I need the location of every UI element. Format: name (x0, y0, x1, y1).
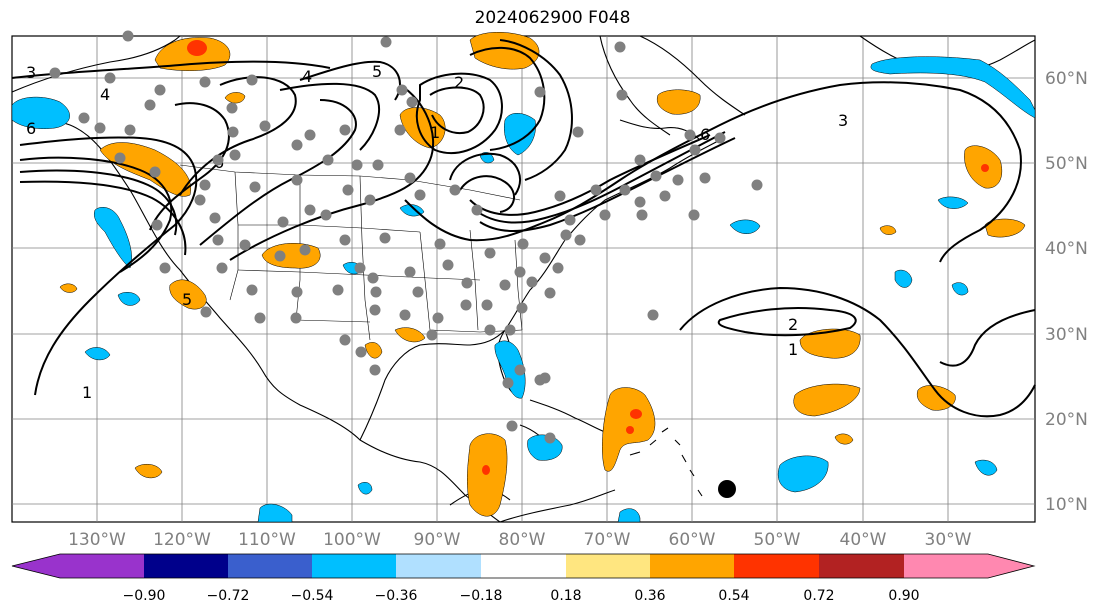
lon-tick: 100°W (323, 530, 381, 550)
colorbar-segment (904, 554, 988, 578)
map-frame (11, 35, 1036, 523)
lat-tick: 40°N (1045, 239, 1088, 259)
lon-tick: 70°W (584, 530, 631, 550)
contour-label: 6 (700, 125, 710, 144)
contour-label: 4 (302, 67, 312, 86)
contour-label: 5 (182, 290, 192, 309)
lat-tick: 30°N (1045, 325, 1088, 345)
colorbar-segment (819, 554, 904, 578)
lon-tick: 120°W (153, 530, 211, 550)
contour-label: 1 (430, 123, 440, 142)
fill-patch (134, 464, 163, 479)
negative-anomaly-fills (11, 56, 1036, 523)
fill-patch (777, 455, 829, 493)
colorbar-outline (11, 553, 1036, 579)
colorbar-tick-label: −0.36 (375, 588, 418, 604)
fill-patch (879, 225, 897, 235)
fill-patch (59, 283, 78, 293)
colorbar-tick-label: −0.18 (460, 588, 503, 604)
lon-tick: 30°W (925, 530, 972, 550)
lon-tick: 40°W (840, 530, 887, 550)
colorbar-segment (60, 554, 144, 578)
storm-marker (718, 480, 736, 498)
fill-patch (729, 219, 761, 234)
fill-patch (617, 508, 641, 523)
station-dots (49, 30, 763, 444)
fill-patch (357, 482, 373, 495)
fill-patch (467, 433, 508, 517)
fill-patch (494, 340, 526, 399)
contour-label: 2 (788, 315, 798, 334)
fill-patch (169, 279, 207, 310)
fill-patch (394, 327, 426, 343)
colorbar-segment (396, 554, 481, 578)
fill-patch (974, 459, 998, 476)
latitude-labels: 60°N 50°N 40°N 30°N 20°N 10°N (1045, 69, 1088, 515)
contour-label: 3 (26, 63, 36, 82)
lat-tick: 50°N (1045, 154, 1088, 174)
colorbar-segment (228, 554, 312, 578)
lat-tick: 60°N (1045, 69, 1088, 89)
fill-patch (224, 92, 246, 104)
colorbar-segment (481, 554, 566, 578)
colorbar-segment (988, 554, 1034, 578)
lon-tick: 90°W (414, 530, 461, 550)
colorbar-tick-label: −0.90 (123, 588, 166, 604)
contour-label: 1 (82, 383, 92, 402)
fill-patch (894, 269, 913, 288)
fill-patch (11, 96, 70, 129)
colorbar-tick-label: 0.36 (634, 588, 665, 604)
fill-patch (916, 385, 956, 411)
contour-label: 4 (100, 85, 110, 104)
longitude-labels: 130°W 120°W 110°W 100°W 90°W 80°W 70°W 6… (68, 530, 972, 550)
lon-tick: 60°W (669, 530, 716, 550)
contour-label: 1 (788, 340, 798, 359)
fill-patch (951, 282, 969, 296)
fill-patch (364, 342, 383, 359)
colorbar-tick-label: −0.54 (291, 588, 334, 604)
fill-patch (870, 56, 1036, 119)
fill-patch (656, 89, 701, 115)
contour-labels: 3 4 4 5 2 1 6 6 3 2 1 1 6 5 (26, 62, 848, 402)
strong-positive-fills (187, 40, 989, 475)
fill-patch (937, 196, 969, 209)
fill-patch (94, 207, 132, 269)
contour-label: 6 (26, 119, 36, 138)
lat-tick: 20°N (1045, 410, 1088, 430)
colorbar-ticks: −0.90 −0.72 −0.54 −0.36 −0.18 0.18 0.36 … (123, 588, 920, 604)
colorbar-tick-label: −0.72 (207, 588, 250, 604)
colorbar (11, 553, 1036, 579)
fill-patch (84, 347, 111, 361)
fill-patch (984, 218, 1026, 238)
fill-patch (834, 433, 854, 445)
lon-tick: 80°W (499, 530, 546, 550)
colorbar-segment (734, 554, 819, 578)
colorbar-segment (650, 554, 734, 578)
colorbar-tick-label: 0.72 (803, 588, 834, 604)
fill-patch (117, 292, 141, 306)
colorbar-segment (312, 554, 396, 578)
grid-lines (12, 36, 1035, 522)
lat-tick: 10°N (1045, 495, 1088, 515)
colorbar-tick-label: 0.18 (550, 588, 581, 604)
contour-lines (11, 39, 1036, 418)
fill-patch (793, 383, 861, 417)
colorbar-segment (12, 554, 60, 578)
colorbar-segment (144, 554, 228, 578)
map-title: 2024062900 F048 (474, 8, 631, 28)
colorbar-tick-label: 0.90 (888, 588, 919, 604)
colorbar-tick-label: 0.54 (718, 588, 749, 604)
fill-patch (799, 328, 861, 359)
contour-label: 5 (372, 62, 382, 81)
contour-label: 3 (838, 111, 848, 130)
fill-patch (257, 503, 293, 523)
lon-tick: 130°W (68, 530, 126, 550)
colorbar-segment (566, 554, 650, 578)
lon-tick: 110°W (238, 530, 296, 550)
contour-label: 2 (454, 73, 464, 92)
lon-tick: 50°W (754, 530, 801, 550)
